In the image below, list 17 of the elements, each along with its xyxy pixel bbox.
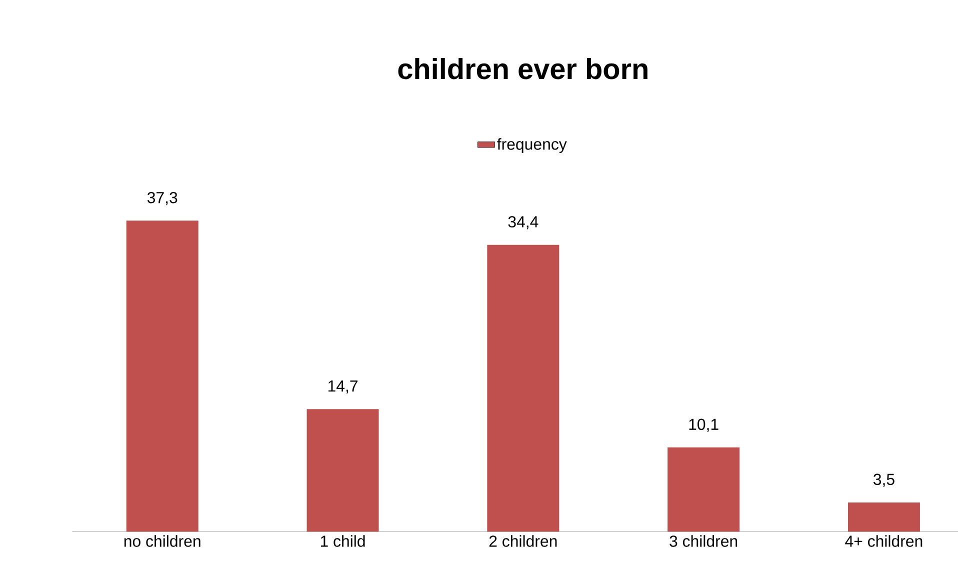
- x-tick-label: 1 child: [320, 535, 365, 547]
- chart-title: children ever born: [398, 58, 648, 80]
- data-label: 34,4: [508, 216, 538, 230]
- bar: [306, 409, 379, 532]
- data-label: 10,1: [689, 418, 718, 432]
- x-tick-label: 4+ children: [845, 535, 922, 547]
- legend-label: frequency: [497, 138, 567, 153]
- data-label: 3,5: [874, 474, 894, 487]
- x-tick-label: no children: [124, 535, 200, 547]
- data-label: 37,3: [147, 192, 178, 206]
- data-label: 14,7: [328, 380, 358, 394]
- x-tick-label: 3 children: [670, 535, 738, 547]
- x-tick-label: 2 children: [489, 535, 557, 547]
- bar: [668, 447, 740, 532]
- bar: [848, 502, 920, 532]
- bar: [487, 244, 560, 532]
- bar: [126, 220, 198, 532]
